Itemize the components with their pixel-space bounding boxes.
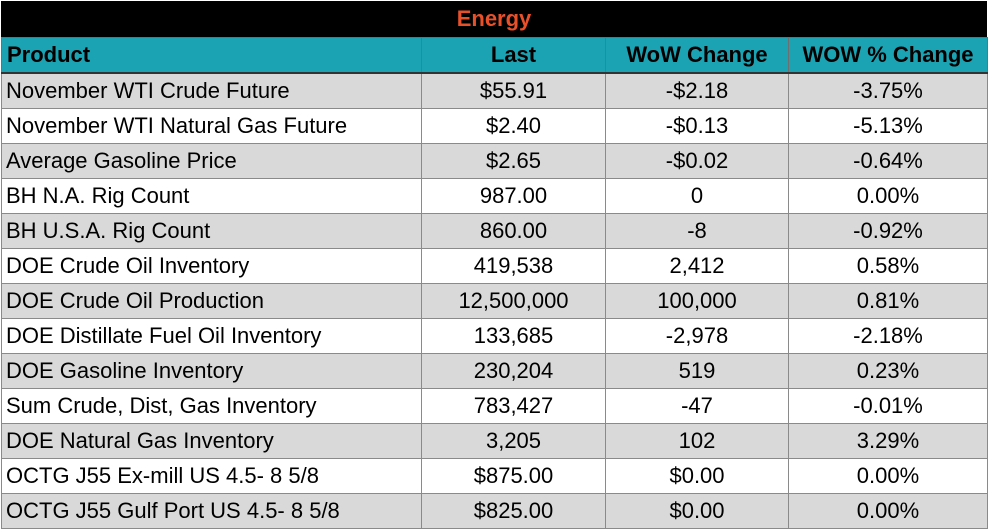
last-cell: 419,538 [421,248,606,284]
wow-pct-change-cell: -0.01% [788,388,988,424]
last-cell: $875.00 [421,458,606,494]
table-row: November WTI Crude Future $55.91 -$2.18 -3.… [1,72,988,109]
product-cell: November WTI Crude Future [1,72,422,109]
wow-change-cell: -8 [605,213,789,249]
wow-change-cell: 100,000 [605,283,789,319]
wow-change-cell: -$0.13 [605,108,789,144]
table-row: November WTI Natural Gas Future $2.40 -$0.… [1,108,988,144]
wow-pct-change-cell: 0.81% [788,283,988,319]
wow-change-cell: -$2.18 [605,72,789,109]
wow-change-cell: 0 [605,178,789,214]
product-cell: November WTI Natural Gas Future [1,108,422,144]
last-cell: 3,205 [421,423,606,459]
wow-pct-change-cell: 0.00% [788,458,988,494]
energy-table: Product Last WoW Change WOW % Change Nov… [1,37,988,529]
product-cell: DOE Gasoline Inventory [1,353,422,389]
wow-pct-change-cell: -3.75% [788,72,988,109]
product-cell: OCTG J55 Gulf Port US 4.5- 8 5/8 [1,493,422,529]
last-cell: 987.00 [421,178,606,214]
last-cell: 783,427 [421,388,606,424]
table-row: OCTG J55 Ex-mill US 4.5- 8 5/8 $875.00 $0.… [1,458,988,494]
wow-change-cell: 2,412 [605,248,789,284]
product-cell: Sum Crude, Dist, Gas Inventory [1,388,422,424]
last-cell: $2.40 [421,108,606,144]
wow-pct-change-cell: -0.64% [788,143,988,179]
wow-pct-change-cell: -5.13% [788,108,988,144]
wow-change-cell: 519 [605,353,789,389]
wow-pct-change-cell: 0.58% [788,248,988,284]
wow-pct-change-cell: -0.92% [788,213,988,249]
table-row: DOE Crude Oil Inventory 419,538 2,412 0.58% [1,248,988,284]
table-row: Average Gasoline Price $2.65 -$0.02 -0.64% [1,143,988,179]
header-wow-change: WoW Change [605,37,789,74]
header-product: Product [1,37,422,74]
header-last: Last [421,37,606,74]
last-cell: $825.00 [421,493,606,529]
table-row: BH N.A. Rig Count 987.00 0 0.00% [1,178,988,214]
wow-change-cell: -$0.02 [605,143,789,179]
wow-change-cell: 102 [605,423,789,459]
table-row: OCTG J55 Gulf Port US 4.5- 8 5/8 $825.00 $… [1,493,988,529]
product-cell: OCTG J55 Ex-mill US 4.5- 8 5/8 [1,458,422,494]
last-cell: 860.00 [421,213,606,249]
header-row: Product Last WoW Change WOW % Change [1,37,988,74]
wow-change-cell: $0.00 [605,458,789,494]
table-row: DOE Gasoline Inventory 230,204 519 0.23% [1,353,988,389]
product-cell: DOE Natural Gas Inventory [1,423,422,459]
last-cell: $2.65 [421,143,606,179]
product-cell: DOE Distillate Fuel Oil Inventory [1,318,422,354]
wow-change-cell: -47 [605,388,789,424]
product-cell: DOE Crude Oil Inventory [1,248,422,284]
product-cell: BH N.A. Rig Count [1,178,422,214]
last-cell: 133,685 [421,318,606,354]
last-cell: 12,500,000 [421,283,606,319]
table-title: Energy [1,1,987,37]
header-wow-pct-change: WOW % Change [788,37,988,74]
last-cell: $55.91 [421,72,606,109]
product-cell: DOE Crude Oil Production [1,283,422,319]
product-cell: BH U.S.A. Rig Count [1,213,422,249]
table-row: DOE Natural Gas Inventory 3,205 102 3.29% [1,423,988,459]
table-body: November WTI Crude Future $55.91 -$2.18 -3.… [1,72,988,529]
wow-change-cell: -2,978 [605,318,789,354]
wow-pct-change-cell: 0.00% [788,493,988,529]
table-row: DOE Crude Oil Production 12,500,000 100,00… [1,283,988,319]
wow-pct-change-cell: -2.18% [788,318,988,354]
wow-pct-change-cell: 3.29% [788,423,988,459]
wow-pct-change-cell: 0.00% [788,178,988,214]
wow-pct-change-cell: 0.23% [788,353,988,389]
table-row: DOE Distillate Fuel Oil Inventory 133,685… [1,318,988,354]
product-cell: Average Gasoline Price [1,143,422,179]
wow-change-cell: $0.00 [605,493,789,529]
table-row: BH U.S.A. Rig Count 860.00 -8 -0.92% [1,213,988,249]
table-row: Sum Crude, Dist, Gas Inventory 783,427 -47… [1,388,988,424]
last-cell: 230,204 [421,353,606,389]
